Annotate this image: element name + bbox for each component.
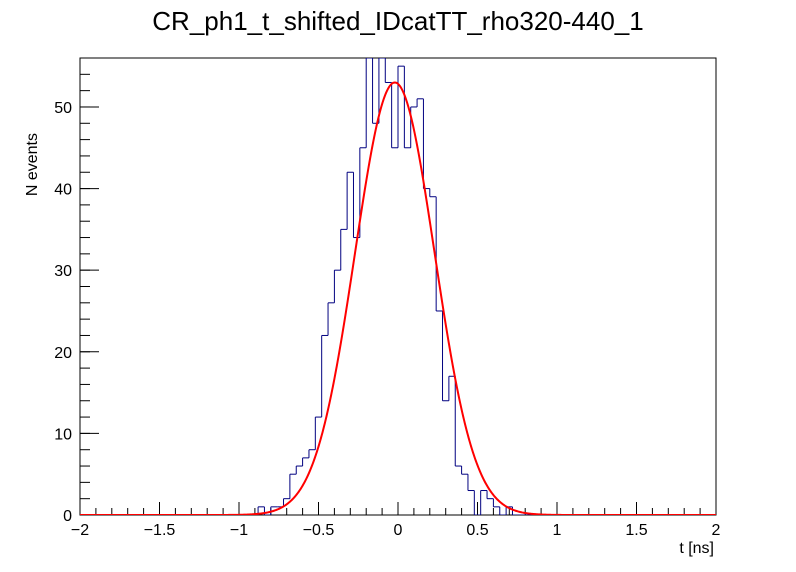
x-axis-label: t [ns] bbox=[679, 540, 714, 557]
y-tick-label: 50 bbox=[54, 100, 72, 117]
x-tick-label: 0.5 bbox=[466, 522, 488, 539]
y-axis-label: N events bbox=[24, 133, 41, 196]
x-tick-label: 2 bbox=[712, 522, 721, 539]
y-tick-label: 30 bbox=[54, 263, 72, 280]
x-tick-labels: −2 −1.5 −1 −0.5 0 0.5 1 1.5 2 bbox=[71, 522, 721, 539]
x-tick-label: −1.5 bbox=[144, 522, 176, 539]
x-tick-label: −2 bbox=[71, 522, 89, 539]
x-tick-label: 1.5 bbox=[625, 522, 647, 539]
fit-curve bbox=[80, 81, 716, 515]
y-tick-label: 10 bbox=[54, 426, 72, 443]
x-tick-label: −1 bbox=[230, 522, 248, 539]
x-tick-label: 1 bbox=[553, 522, 562, 539]
y-tick-label: 0 bbox=[63, 508, 72, 525]
major-ticks bbox=[79, 106, 717, 516]
fit-curve-group bbox=[80, 81, 716, 515]
histogram bbox=[80, 58, 716, 515]
chart-title: CR_ph1_t_shifted_IDcatTT_rho320-440_1 bbox=[152, 6, 643, 36]
x-tick-label: −0.5 bbox=[303, 522, 335, 539]
y-tick-label: 40 bbox=[54, 182, 72, 199]
y-tick-label: 20 bbox=[54, 345, 72, 362]
y-tick-labels: 0 10 20 30 40 50 bbox=[54, 100, 72, 525]
x-tick-label: 0 bbox=[394, 522, 403, 539]
